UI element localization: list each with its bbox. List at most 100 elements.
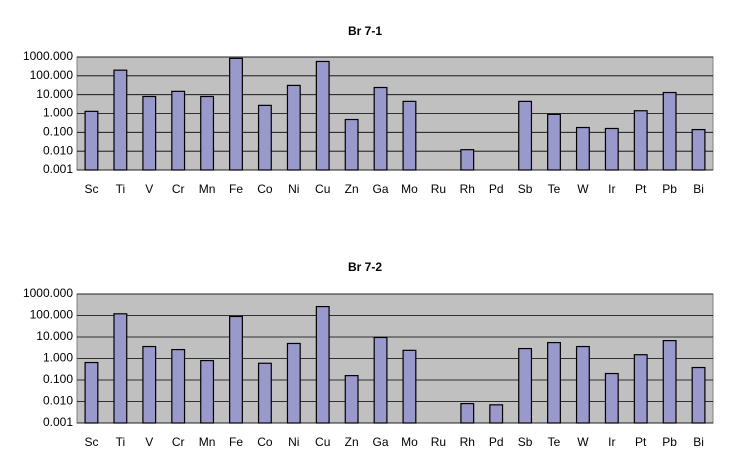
bar	[286, 84, 301, 171]
bar	[171, 348, 186, 424]
bar	[142, 345, 157, 424]
bar	[460, 149, 475, 171]
x-tick-label: Ir	[608, 182, 615, 196]
x-tick-label: Fe	[229, 435, 243, 449]
x-tick-label: Pb	[662, 182, 677, 196]
y-tick-label: 0.001	[43, 162, 73, 176]
y-tick-label: 100.000	[30, 308, 74, 322]
x-tick-label: Mn	[199, 182, 216, 196]
y-tick-label: 10.000	[36, 329, 73, 343]
chart-title: Br 7-2	[348, 260, 382, 274]
x-tick-label: Sc	[84, 435, 98, 449]
bar	[662, 340, 677, 424]
x-tick-label: Rh	[460, 182, 475, 196]
bar	[84, 361, 99, 424]
bar	[315, 305, 330, 424]
x-tick-label: Mn	[199, 435, 216, 449]
x-tick-label: Sc	[84, 182, 98, 196]
x-tick-label: Co	[257, 182, 273, 196]
bar	[286, 342, 301, 424]
x-tick-label: Mo	[401, 182, 418, 196]
x-tick-label: Co	[257, 435, 273, 449]
x-tick-label: Ga	[373, 435, 389, 449]
y-tick-label: 0.100	[43, 372, 73, 386]
bar	[460, 402, 475, 424]
bar	[633, 110, 648, 171]
y-tick-label: 1.000	[43, 106, 73, 120]
bar	[402, 349, 417, 424]
x-tick-label: Ru	[431, 182, 446, 196]
x-tick-label: Bi	[693, 182, 704, 196]
x-tick-label: Ti	[116, 182, 126, 196]
bar	[229, 315, 243, 424]
bar	[575, 126, 590, 171]
x-tick-label: Sb	[518, 435, 533, 449]
x-tick-label: W	[577, 182, 589, 196]
bar	[547, 113, 561, 171]
bar	[113, 69, 128, 171]
x-tick-label: V	[145, 435, 153, 449]
bar	[315, 60, 330, 171]
bar	[604, 372, 619, 424]
y-tick-label: 10.000	[36, 87, 73, 101]
bar	[691, 128, 706, 171]
bar	[402, 100, 417, 171]
x-tick-label: Ir	[608, 435, 615, 449]
x-tick-label: Pt	[635, 435, 647, 449]
bar	[518, 100, 533, 171]
y-tick-label: 1.000	[43, 351, 73, 365]
x-tick-label: Zn	[345, 182, 359, 196]
x-tick-label: Cr	[172, 182, 185, 196]
bar	[171, 90, 186, 171]
bar	[200, 359, 215, 424]
x-tick-label: Zn	[345, 435, 359, 449]
y-tick-label: 100.000	[30, 68, 74, 82]
bar	[84, 110, 99, 171]
bar	[604, 127, 619, 171]
y-tick-label: 0.001	[43, 415, 73, 429]
x-tick-label: V	[145, 182, 153, 196]
y-tick-label: 1000.000	[23, 49, 73, 63]
x-tick-label: Ru	[431, 435, 446, 449]
bar	[489, 404, 504, 424]
bar	[662, 91, 677, 171]
y-tick-label: 1000.000	[23, 286, 73, 300]
x-tick-label: Cr	[172, 435, 185, 449]
x-tick-label: Pb	[662, 435, 677, 449]
x-tick-label: Ni	[288, 182, 299, 196]
bar	[200, 95, 215, 171]
x-tick-label: Mo	[401, 435, 418, 449]
x-tick-label: Pt	[635, 182, 647, 196]
bar	[518, 347, 533, 424]
bar	[373, 336, 388, 424]
y-tick-label: 0.100	[43, 125, 73, 139]
x-tick-label: Cu	[315, 435, 330, 449]
bar	[113, 313, 128, 424]
bar	[142, 95, 157, 171]
bar	[373, 86, 388, 171]
x-tick-label: Bi	[693, 435, 704, 449]
bar	[691, 366, 706, 424]
x-tick-label: Fe	[229, 182, 243, 196]
y-tick-label: 0.010	[43, 143, 73, 157]
x-tick-label: Ga	[373, 182, 389, 196]
x-tick-label: W	[577, 435, 589, 449]
x-tick-label: Ti	[116, 435, 126, 449]
x-tick-label: Te	[548, 435, 561, 449]
x-tick-label: Ni	[288, 435, 299, 449]
bar	[229, 57, 243, 171]
bar	[344, 118, 359, 171]
bar	[547, 341, 561, 424]
bar	[257, 362, 272, 424]
bar	[633, 354, 648, 424]
x-tick-label: Pd	[489, 435, 504, 449]
x-tick-label: Pd	[489, 182, 504, 196]
x-tick-label: Cu	[315, 182, 330, 196]
bar	[257, 104, 272, 171]
x-tick-label: Te	[548, 182, 561, 196]
x-tick-label: Sb	[518, 182, 533, 196]
bar	[344, 375, 359, 424]
bar	[575, 345, 590, 424]
